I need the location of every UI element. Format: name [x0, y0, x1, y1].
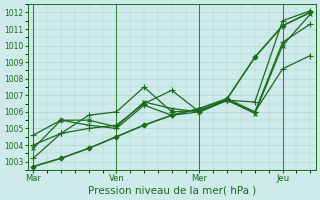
X-axis label: Pression niveau de la mer( hPa ): Pression niveau de la mer( hPa ): [88, 186, 256, 196]
